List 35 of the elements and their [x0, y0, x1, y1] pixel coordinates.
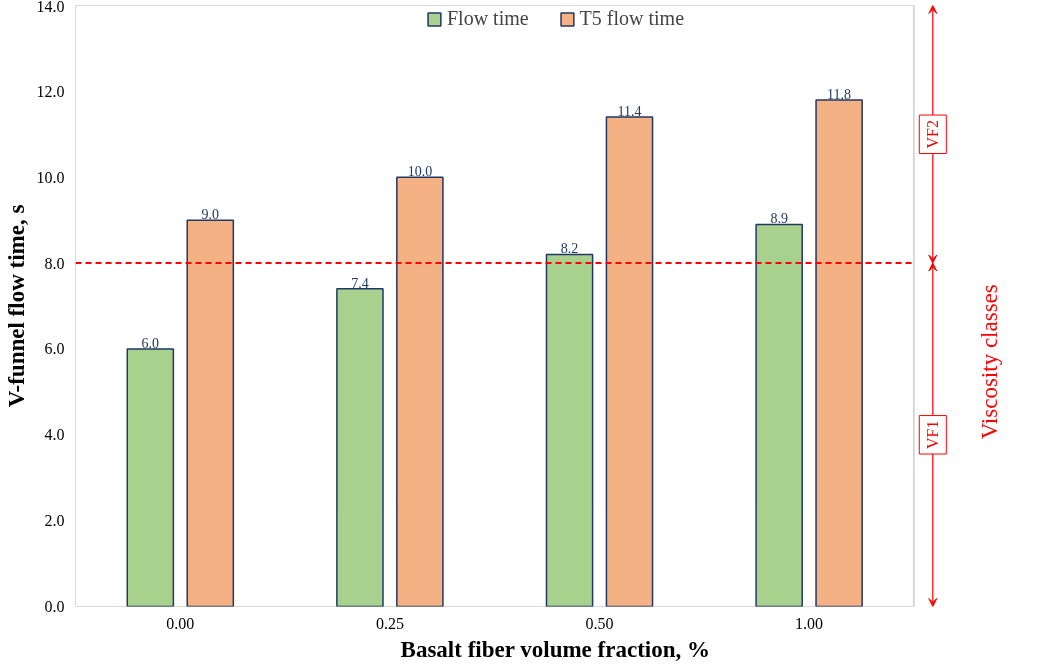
- x-tick-label: 0.00: [166, 614, 195, 632]
- bar: [336, 288, 384, 607]
- y-tick-label: 0.0: [44, 598, 65, 615]
- legend-label: T5 flow time: [579, 7, 685, 30]
- x-tick-label: 0.25: [375, 614, 404, 632]
- data-label: 6.0: [141, 335, 160, 351]
- legend-label: Flow time: [446, 7, 529, 30]
- y-axis-title: V-funnel flow time, s: [3, 204, 29, 408]
- data-label: 8.9: [770, 211, 788, 227]
- bar: [545, 253, 594, 607]
- text: VF1: [924, 420, 942, 450]
- text: Viscosity classes: [976, 284, 1002, 440]
- bar: [755, 223, 803, 607]
- x-tick-label: 0.50: [585, 614, 614, 632]
- bar: [186, 219, 235, 607]
- y-tick-label: 2.0: [44, 512, 65, 530]
- x-axis-title: Basalt fiber volume fraction, %: [400, 636, 710, 662]
- bar: [815, 99, 863, 607]
- y-tick-label: 12.0: [36, 82, 65, 100]
- bar: [605, 116, 654, 607]
- y-tick-label: 4.0: [44, 426, 65, 444]
- y-tick-label: 8.0: [44, 254, 65, 272]
- data-label: 11.8: [827, 86, 852, 102]
- y-tick-label: 10.0: [36, 168, 65, 186]
- data-label: 8.2: [560, 241, 579, 257]
- data-label: 9.0: [201, 207, 220, 223]
- bar: [126, 348, 175, 607]
- y-tick-label: 14.0: [36, 0, 65, 15]
- y-tick-label: 6.0: [44, 340, 65, 358]
- x-tick-label: 1.00: [795, 614, 824, 632]
- data-label: 11.4: [617, 104, 642, 120]
- bar: [396, 176, 444, 607]
- text: VF2: [924, 120, 942, 149]
- data-label: 10.0: [407, 164, 433, 180]
- data-label: 7.4: [351, 275, 369, 291]
